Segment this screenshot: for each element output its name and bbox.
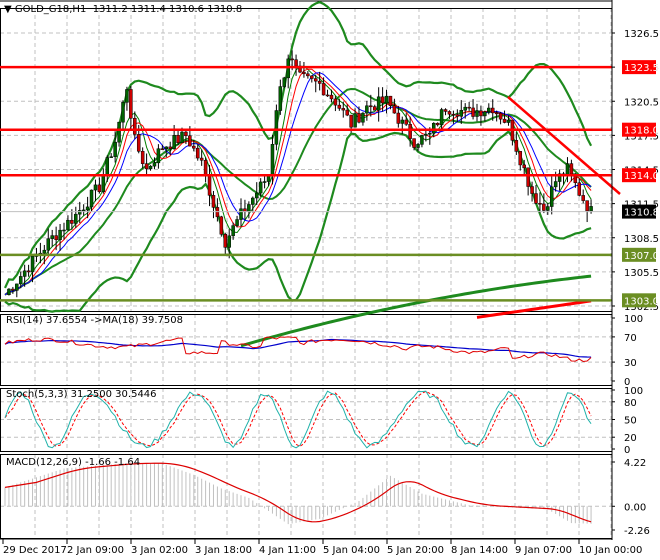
svg-text:1303.0: 1303.0 xyxy=(624,296,659,307)
svg-text:1318.0: 1318.0 xyxy=(624,126,659,137)
svg-text:4 Jan 11:00: 4 Jan 11:00 xyxy=(259,545,316,556)
svg-text:80: 80 xyxy=(624,398,637,409)
svg-text:1302.5: 1302.5 xyxy=(624,302,659,313)
svg-text:0.00: 0.00 xyxy=(624,502,646,513)
svg-text:30: 30 xyxy=(624,358,637,369)
svg-text:1320.5: 1320.5 xyxy=(624,97,659,108)
svg-text:0: 0 xyxy=(624,445,630,456)
ohlc-values: 1311.2 1311.4 1310.6 1310.8 xyxy=(92,4,243,15)
svg-text:4.22: 4.22 xyxy=(624,458,646,469)
svg-text:50: 50 xyxy=(624,416,637,427)
svg-text:1314.0: 1314.0 xyxy=(624,171,659,182)
macd-title: MACD(12,26,9) -1.66 -1.64 xyxy=(6,457,141,468)
svg-text:1308.5: 1308.5 xyxy=(624,234,659,245)
macd-series: 4.22 0.00 -2.26 xyxy=(4,458,650,537)
stoch-title: Stoch(5,3,3) 31.2500 30.5446 xyxy=(6,389,157,400)
svg-text:1326.5: 1326.5 xyxy=(624,29,659,40)
svg-text:3 Jan 18:00: 3 Jan 18:00 xyxy=(195,545,252,556)
svg-text:29 Dec 2017: 29 Dec 2017 xyxy=(3,545,67,556)
bollinger-bands xyxy=(4,0,593,348)
svg-text:3 Jan 02:00: 3 Jan 02:00 xyxy=(131,545,188,556)
svg-text:1323.5: 1323.5 xyxy=(624,63,659,74)
chart-title: ▼ GOLD_G18,H1 1311.2 1311.4 1310.6 1310.… xyxy=(4,4,242,15)
candles xyxy=(7,50,593,298)
trendline xyxy=(507,96,621,195)
svg-text:1307.0: 1307.0 xyxy=(624,251,659,262)
svg-text:20: 20 xyxy=(624,433,637,444)
svg-text:5 Jan 04:00: 5 Jan 04:00 xyxy=(323,545,380,556)
rsi-title: RSI(14) 37.6554 ->MA(18) 39.7508 xyxy=(6,315,183,326)
svg-text:8 Jan 14:00: 8 Jan 14:00 xyxy=(451,545,508,556)
time-axis: 29 Dec 2017 2 Jan 09:00 3 Jan 02:00 3 Jan 1… xyxy=(0,538,642,556)
svg-text:2 Jan 09:00: 2 Jan 09:00 xyxy=(67,545,124,556)
horizontal-levels xyxy=(0,65,621,302)
svg-text:100: 100 xyxy=(624,386,643,397)
svg-text:5 Jan 20:00: 5 Jan 20:00 xyxy=(387,545,444,556)
svg-text:1305.5: 1305.5 xyxy=(624,268,659,279)
svg-text:70: 70 xyxy=(624,333,637,344)
svg-text:1310.8: 1310.8 xyxy=(624,208,659,219)
rsi-lines: 100 70 30 0 xyxy=(4,314,643,388)
symbol-label: GOLD_G18,H1 xyxy=(14,4,87,15)
dropdown-arrow-icon[interactable]: ▼ xyxy=(4,4,12,15)
price-axis: 1326.51323.51320.51317.51314.51311.51308… xyxy=(611,0,659,540)
svg-text:9 Jan 07:00: 9 Jan 07:00 xyxy=(515,545,572,556)
svg-text:-2.26: -2.26 xyxy=(624,526,650,537)
svg-text:100: 100 xyxy=(624,314,643,325)
svg-text:10 Jan 00:00: 10 Jan 00:00 xyxy=(579,545,642,556)
svg-text:0: 0 xyxy=(624,377,630,388)
svg-text:1317.5: 1317.5 xyxy=(624,131,659,142)
